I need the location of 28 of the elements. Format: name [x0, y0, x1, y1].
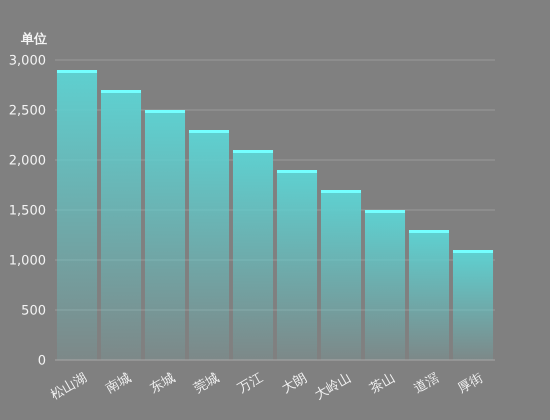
x-tick-label: 道滘 [412, 370, 442, 396]
y-axis-title: 单位 [20, 31, 47, 47]
bar [452, 250, 494, 360]
bar [56, 70, 98, 360]
y-tick-label: 1,000 [8, 254, 46, 269]
x-tick-label: 厚街 [456, 370, 486, 396]
y-tick-label: 500 [21, 304, 46, 319]
x-tick-label: 南城 [104, 370, 134, 396]
y-tick-label: 0 [38, 354, 46, 369]
x-tick-label: 大朗 [279, 369, 310, 396]
bar [364, 210, 406, 360]
x-tick-label: 大岭山 [312, 370, 354, 403]
bar [100, 90, 142, 360]
bar [276, 170, 318, 360]
y-tick-label: 1,500 [8, 204, 46, 219]
y-tick-label: 2,500 [8, 104, 46, 119]
bar [232, 150, 274, 360]
x-tick-label: 松山湖 [48, 370, 90, 403]
y-tick-label: 3,000 [8, 54, 46, 69]
y-tick-label: 2,000 [8, 154, 46, 169]
x-tick-label: 莞城 [192, 370, 222, 396]
x-tick-label: 万江 [236, 370, 266, 396]
bar [320, 190, 362, 360]
bar [188, 130, 230, 360]
x-tick-label: 东城 [148, 370, 178, 396]
bar [144, 110, 186, 360]
x-tick-label: 茶山 [368, 370, 398, 396]
bar [408, 230, 450, 360]
